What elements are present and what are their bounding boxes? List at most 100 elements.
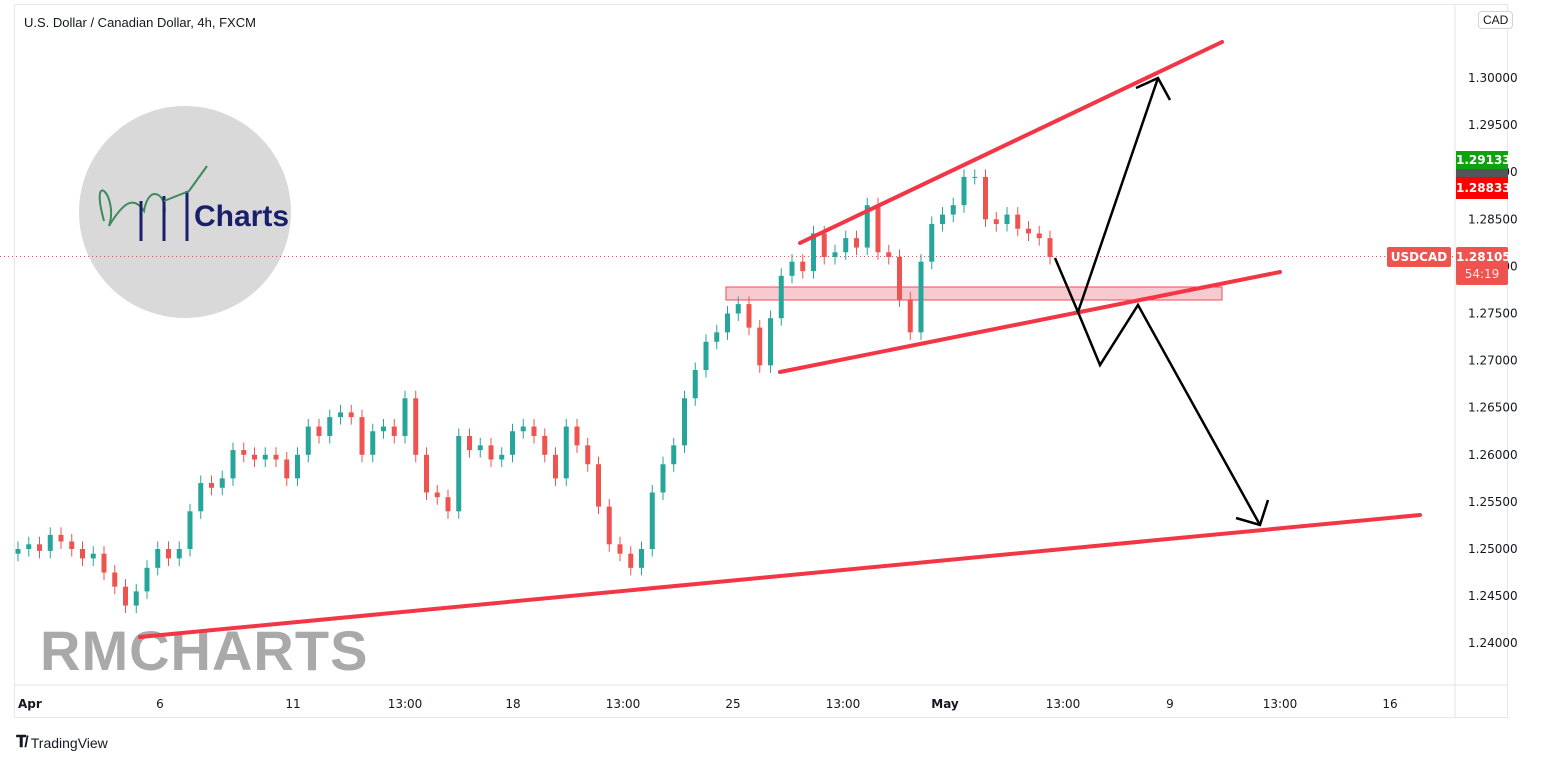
candle-body: [972, 176, 978, 178]
candle-body: [133, 591, 139, 606]
upper-channel-line: [798, 40, 1224, 245]
candle-body: [1047, 238, 1053, 257]
candle-body: [961, 176, 967, 206]
x-tick-label: 13:00: [1046, 697, 1081, 711]
candle-body: [305, 426, 311, 455]
candle-body: [746, 304, 752, 328]
candle-body: [101, 553, 107, 573]
candle-body: [499, 454, 505, 460]
y-tick-label: 1.25000: [1468, 542, 1518, 556]
candle-body: [37, 544, 42, 551]
candle-body: [69, 541, 75, 549]
candle-body: [424, 454, 429, 493]
candle-body: [897, 256, 902, 300]
y-tick-label: 1.25500: [1468, 495, 1518, 509]
candle-body: [1015, 214, 1021, 229]
logo-graphic: [98, 165, 208, 241]
symbol-tag: USDCAD: [1387, 247, 1451, 267]
candle-body: [671, 445, 677, 465]
candle-body: [209, 483, 214, 488]
candle-body: [714, 332, 720, 342]
candle-body: [348, 412, 354, 418]
candle-body: [660, 464, 666, 493]
x-tick-label: May: [931, 697, 959, 711]
y-tick-label: 1.27500: [1468, 307, 1518, 321]
x-tick-label: 13:00: [826, 697, 861, 711]
candle-body: [144, 567, 150, 592]
candle-body: [843, 238, 849, 253]
tradingview-logo-icon: 𝐓/: [16, 734, 29, 751]
bar-countdown: 54:19: [1464, 267, 1500, 281]
candle-body: [778, 275, 784, 319]
x-tick-label: 13:00: [606, 697, 641, 711]
candle-body: [316, 426, 322, 436]
candle-body: [273, 454, 279, 460]
candle-body: [617, 544, 623, 554]
candle-body: [703, 341, 709, 371]
candle-body: [112, 572, 118, 587]
bearish-path-arrow: [1053, 257, 1262, 526]
candle-body: [187, 511, 193, 549]
candle-body: [176, 549, 182, 559]
low-price-tag: 1.28833: [1456, 177, 1511, 199]
candle-body: [359, 417, 365, 455]
candle-body: [198, 483, 204, 512]
candle-body: [402, 398, 408, 436]
candle-body: [520, 426, 526, 432]
candle-body: [381, 426, 386, 432]
candle-body: [757, 327, 763, 366]
currency-button[interactable]: CAD: [1478, 11, 1514, 29]
candle-body: [391, 426, 397, 436]
x-tick-label: Apr: [18, 697, 42, 711]
candle-body: [993, 219, 999, 225]
y-tick-label: 1.26000: [1468, 448, 1518, 462]
candle-body: [531, 426, 537, 436]
candle-body: [542, 435, 548, 455]
candle-body: [725, 313, 730, 333]
candle-body: [219, 478, 225, 488]
arrowhead-up: [1135, 76, 1172, 101]
candle-body: [983, 176, 988, 220]
x-tick-label: 11: [285, 697, 300, 711]
candle-body: [155, 549, 161, 568]
x-tick-label: 13:00: [388, 697, 423, 711]
candle-body: [15, 549, 21, 554]
lower-channel-line: [778, 270, 1282, 374]
candle-body: [230, 450, 236, 479]
candle-body: [488, 445, 494, 460]
candle-body: [80, 549, 85, 559]
candle-body: [854, 238, 859, 248]
candle-body: [628, 553, 634, 568]
candle-body: [768, 318, 773, 366]
candle-body: [284, 459, 290, 479]
candle-body: [574, 426, 580, 446]
rm-charts-logo: Charts: [79, 106, 291, 318]
bullish-path-arrow: [1076, 77, 1160, 313]
support-zone: [725, 286, 1223, 301]
candle-body: [692, 370, 698, 399]
candle-body: [563, 426, 569, 479]
candle-body: [262, 454, 268, 460]
candle-body: [1036, 233, 1042, 239]
candle-body: [445, 497, 451, 512]
candle-body: [596, 464, 601, 507]
candle-body: [907, 299, 913, 333]
candle-body: [456, 435, 462, 512]
chart-frame: [14, 4, 1508, 718]
high-price-tag: 1.29133: [1456, 151, 1511, 169]
candle-body: [811, 233, 816, 272]
candle-body: [682, 398, 687, 446]
candle-body: [821, 233, 827, 257]
candle-body: [467, 435, 472, 451]
arrowhead-down: [1235, 499, 1270, 527]
candle-body: [918, 261, 924, 333]
candle-body: [735, 304, 741, 314]
candle-body: [166, 549, 171, 559]
candle-body: [58, 534, 64, 542]
candle-body: [241, 450, 247, 455]
candle-body: [800, 261, 806, 272]
footer-brand[interactable]: TradingView: [30, 735, 108, 751]
candle-body: [886, 252, 892, 257]
candle-body: [649, 492, 655, 549]
